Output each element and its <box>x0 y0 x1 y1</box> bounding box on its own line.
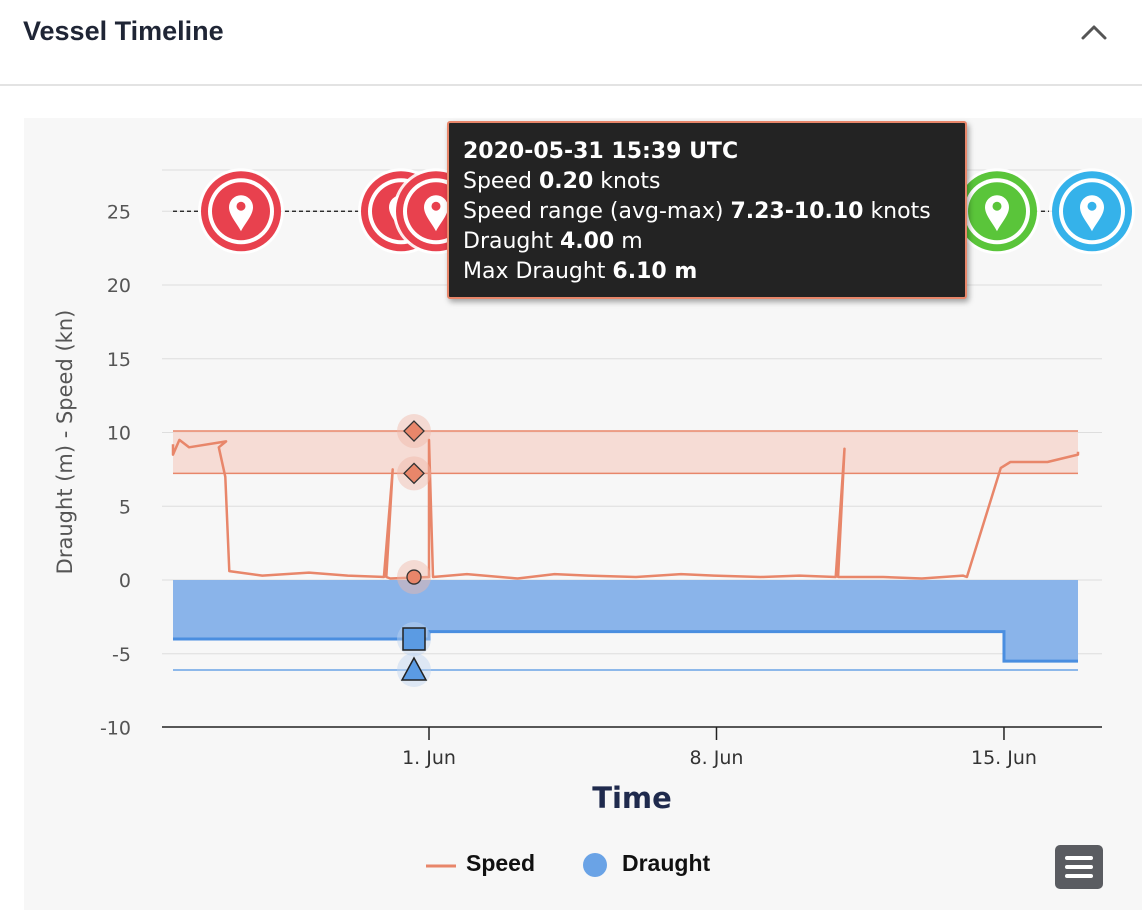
y-tick-label: 10 <box>107 423 131 445</box>
diamond-marker <box>403 420 425 442</box>
tooltip-draught-value: 4.00 <box>559 229 615 254</box>
triangle-marker <box>400 656 428 681</box>
map-pin-icon <box>424 195 448 232</box>
collapse-button[interactable] <box>1076 16 1112 48</box>
pin-hole <box>1087 201 1097 211</box>
draught-series[interactable] <box>172 580 1079 663</box>
y-tick-label: 5 <box>119 496 131 518</box>
draught-line <box>173 630 1078 663</box>
y-tick-label: 20 <box>107 275 131 297</box>
pin-hole <box>431 201 441 211</box>
x-tick-label: 8. Jun <box>690 747 744 769</box>
tooltip-timestamp: 2020-05-31 15:39 UTC <box>463 139 739 164</box>
tooltip-range-label: Speed range (avg-max) <box>463 199 724 224</box>
tooltip-draught-unit: m <box>621 229 643 254</box>
tooltip-range-value: 7.23-10.10 <box>730 199 864 224</box>
line-legend-icon <box>426 864 456 868</box>
y-tick-label: -10 <box>100 718 131 740</box>
tooltip-max-draught-label: Max Draught <box>463 259 606 284</box>
x-tick-label: 15. Jun <box>971 747 1037 769</box>
card-title: Vessel Timeline <box>23 16 224 46</box>
legend-item-draught[interactable]: Draught <box>582 850 732 882</box>
tooltip-range-unit: knots <box>870 199 931 224</box>
legend-label-draught: Draught <box>622 850 711 876</box>
speed-range-fill <box>173 431 1078 474</box>
legend-item-speed[interactable]: Speed <box>424 850 544 882</box>
y-tick-label: 25 <box>107 201 131 223</box>
pin-hole <box>236 201 246 211</box>
y-tick-label: 0 <box>119 570 131 592</box>
x-tick-label: 1. Jun <box>402 747 456 769</box>
legend-label-speed: Speed <box>466 850 536 876</box>
hover-tooltip: 2020-05-31 15:39 UTC Speed 0.20 knots Sp… <box>447 121 967 299</box>
tooltip-speed-label: Speed <box>463 169 532 194</box>
draught-area <box>173 580 1078 662</box>
port-event-marker[interactable] <box>198 168 284 255</box>
card-header: Vessel Timeline <box>0 0 1142 86</box>
speed-hover-point <box>406 569 422 585</box>
diamond-marker <box>403 462 425 485</box>
pin-hole <box>992 201 1002 211</box>
map-pin-icon <box>229 195 253 232</box>
speed-series[interactable] <box>171 438 1080 580</box>
circle-legend-icon <box>583 853 607 877</box>
tooltip-speed-value: 0.20 <box>538 169 594 194</box>
chart-menu-button[interactable] <box>1055 845 1103 889</box>
map-pin-icon <box>985 195 1009 232</box>
square-marker <box>402 627 426 651</box>
tooltip-max-draught-value: 6.10 m <box>612 259 698 284</box>
chevron-up-icon <box>1081 25 1107 40</box>
tooltip-speed-unit: knots <box>600 169 661 194</box>
tooltip-draught-label: Draught <box>463 229 553 254</box>
y-tick-label: 15 <box>107 349 131 371</box>
y-tick-label: -5 <box>112 644 131 666</box>
port-event-marker[interactable] <box>954 168 1040 255</box>
map-pin-icon <box>1080 195 1104 232</box>
hover-markers <box>397 414 431 687</box>
y-axis-title: Draught (m) - Speed (kn) <box>53 310 77 575</box>
port-event-marker[interactable] <box>1049 168 1135 255</box>
x-axis-title: Time <box>592 781 672 815</box>
axes: 25 20 15 10 5 0 -5 -10 1. Jun 8. Jun 15. Jun <box>100 201 1102 769</box>
speed-range-band <box>173 430 1078 671</box>
